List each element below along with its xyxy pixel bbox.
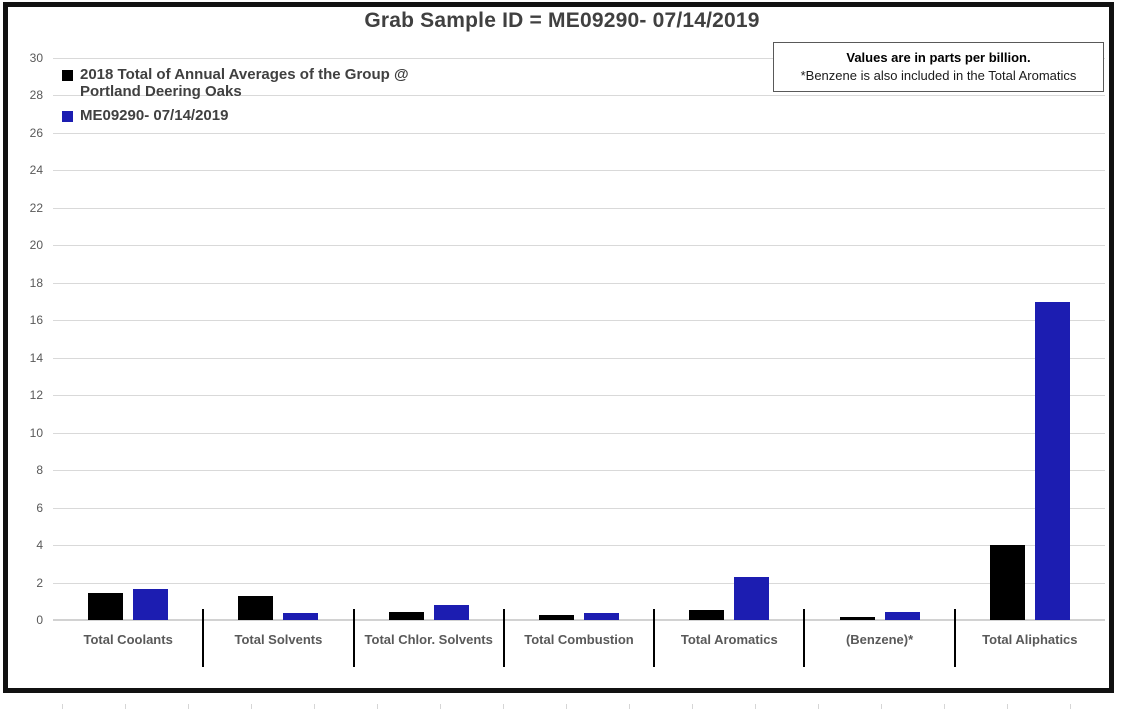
category-separator-tick xyxy=(953,609,956,667)
values-note-box: Values are in parts per billion. *Benzen… xyxy=(773,42,1104,92)
bar-2018 xyxy=(388,611,424,620)
legend-swatch-2018-icon xyxy=(62,70,73,81)
gridline xyxy=(53,395,1105,397)
y-axis-label: 2 xyxy=(36,575,43,590)
y-axis-label: 30 xyxy=(29,51,43,65)
x-axis-line xyxy=(53,619,1105,621)
y-axis-label: 16 xyxy=(29,313,43,328)
category-label: Total Chlor. Solvents xyxy=(364,632,493,647)
category-label: Total Combustion xyxy=(524,632,634,647)
gridline xyxy=(53,132,1105,134)
y-axis-label: 4 xyxy=(36,538,43,553)
y-axis-label: 26 xyxy=(29,125,43,140)
bar-sample xyxy=(1034,301,1070,620)
category-label: Total Coolants xyxy=(83,632,173,647)
category-label: Total Solvents xyxy=(234,632,323,647)
bar-2018 xyxy=(88,592,124,620)
category-label: (Benzene)* xyxy=(845,632,914,647)
gridline xyxy=(53,207,1105,209)
gridline xyxy=(53,357,1105,359)
gridline xyxy=(53,432,1105,434)
legend-label-2018: 2018 Total of Annual Averages of the Gro… xyxy=(80,66,409,100)
gridline xyxy=(53,582,1105,584)
category-separator-tick xyxy=(653,609,656,667)
gridline xyxy=(53,170,1105,172)
y-axis-label: 18 xyxy=(29,275,43,290)
bar-sample xyxy=(283,612,319,620)
gridline xyxy=(53,507,1105,509)
bar-sample xyxy=(734,576,770,620)
gridline xyxy=(53,545,1105,547)
chart-title: Grab Sample ID = ME09290- 07/14/2019 xyxy=(364,9,760,32)
bar-sample xyxy=(433,605,469,620)
y-axis-label: 28 xyxy=(29,88,43,103)
bar-2018 xyxy=(689,609,725,620)
spreadsheet-cells-strip xyxy=(0,704,1124,709)
y-axis-label: 0 xyxy=(36,613,43,627)
note-benzene-line: *Benzene is also included in the Total A… xyxy=(800,68,1077,83)
y-axis-label: 24 xyxy=(29,163,43,178)
bar-sample xyxy=(584,613,619,620)
gridline xyxy=(53,245,1105,247)
gridline xyxy=(53,470,1105,472)
category-separator-tick xyxy=(202,609,205,667)
bar-2018 xyxy=(989,545,1025,620)
chart-frame xyxy=(3,2,1114,693)
legend-entry-2018: 2018 Total of Annual Averages of the Gro… xyxy=(62,66,482,100)
legend-label-sample: ME09290- 07/14/2019 xyxy=(80,107,229,124)
y-axis-label: 22 xyxy=(29,200,43,215)
gridline xyxy=(53,282,1105,284)
legend-swatch-sample-icon xyxy=(62,111,73,122)
bar-sample xyxy=(884,611,920,620)
category-separator-tick xyxy=(502,609,505,667)
note-units-line: Values are in parts per billion. xyxy=(846,50,1031,65)
gridline xyxy=(53,58,1105,59)
category-label: Total Aliphatics xyxy=(982,632,1078,647)
bar-2018 xyxy=(539,615,574,620)
y-axis-label: 8 xyxy=(36,463,43,478)
y-axis-label: 10 xyxy=(29,425,43,440)
legend: 2018 Total of Annual Averages of the Gro… xyxy=(62,66,482,131)
bar-sample xyxy=(133,589,169,620)
legend-entry-sample: ME09290- 07/14/2019 xyxy=(62,107,482,124)
y-axis-label: 12 xyxy=(29,388,43,403)
y-axis-label: 6 xyxy=(36,500,43,515)
gridline xyxy=(53,320,1105,322)
category-label: Total Aromatics xyxy=(680,632,778,647)
bar-2018 xyxy=(839,617,875,620)
category-separator-tick xyxy=(803,609,806,667)
y-axis-label: 20 xyxy=(29,238,43,253)
gridline xyxy=(53,95,1105,97)
y-axis-label: 14 xyxy=(29,350,43,365)
bar-2018 xyxy=(238,595,274,620)
category-separator-tick xyxy=(352,609,355,667)
